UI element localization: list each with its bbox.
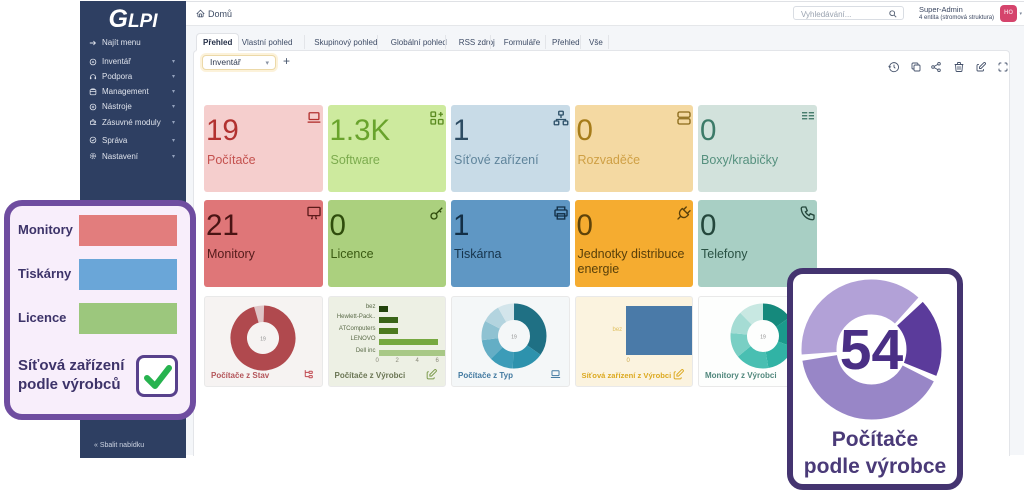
svg-text:54: 54: [840, 318, 904, 382]
svg-text:19: 19: [760, 334, 766, 340]
svg-text:19: 19: [260, 336, 266, 342]
svg-text:19: 19: [511, 334, 517, 340]
